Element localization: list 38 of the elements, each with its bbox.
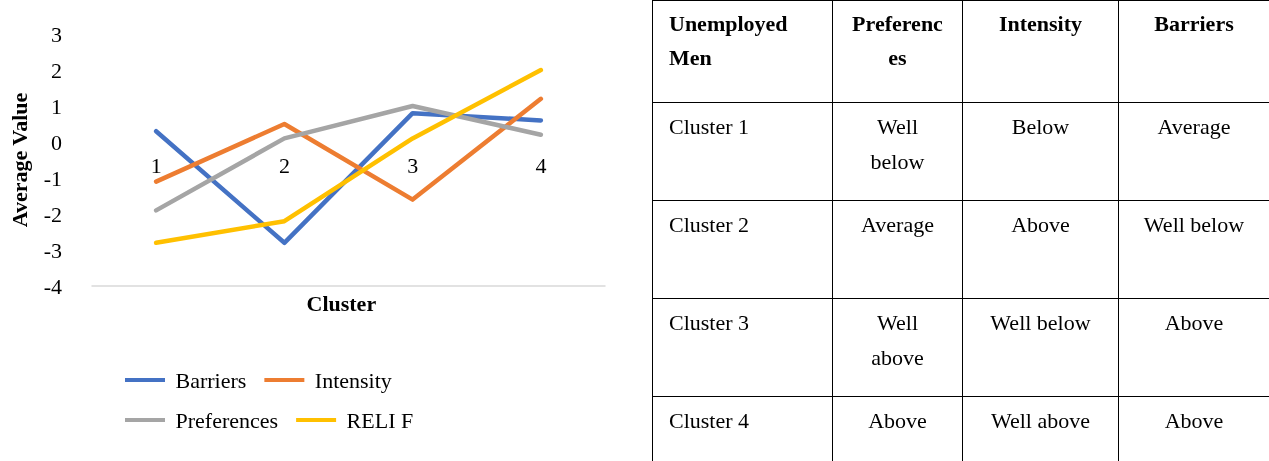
text: Above xyxy=(1011,212,1070,237)
text: Average xyxy=(861,212,934,237)
text: Well above xyxy=(871,310,924,370)
text: Below xyxy=(1011,114,1070,139)
category-label: Cluster 1 xyxy=(669,114,750,139)
legend-label: Preferences xyxy=(175,407,279,433)
category-label: Preferences xyxy=(832,0,963,103)
x-tick-label: 1 xyxy=(150,152,162,178)
text: Above xyxy=(1164,310,1224,335)
y-tick-label: 1 xyxy=(51,93,62,119)
x-axis-title: Cluster xyxy=(306,290,377,316)
y-axis-title: Average Value xyxy=(6,92,32,228)
x-tick-label: 4 xyxy=(535,152,547,178)
category-label: Cluster 3 xyxy=(669,310,750,335)
category-label: Barriers xyxy=(1118,0,1269,103)
x-tick-label: 3 xyxy=(407,152,419,178)
text: Well below xyxy=(870,114,925,174)
x-tick-label: 2 xyxy=(278,152,290,178)
text: Above xyxy=(868,408,927,433)
category-label: Cluster 2 xyxy=(669,212,750,237)
y-tick-label: -3 xyxy=(43,237,62,263)
category-label: Unemployed Men xyxy=(652,0,833,103)
text: Well below xyxy=(1143,212,1245,237)
y-tick-label: 3 xyxy=(51,21,62,47)
text: Well below xyxy=(990,310,1091,335)
text: Above xyxy=(1164,408,1224,433)
y-tick-label: 2 xyxy=(51,57,62,83)
legend-label: RELI F xyxy=(346,407,414,433)
text: Well above xyxy=(990,408,1091,433)
legend-label: Intensity xyxy=(314,367,392,393)
y-tick-label: -2 xyxy=(43,201,62,227)
legend-label: Barriers xyxy=(175,367,247,393)
category-label: Cluster 4 xyxy=(669,408,750,433)
y-tick-label: -1 xyxy=(43,165,62,191)
category-label: Intensity xyxy=(962,0,1119,103)
y-tick-label: -4 xyxy=(43,273,62,299)
y-tick-label: 0 xyxy=(51,129,62,155)
text: Average xyxy=(1157,114,1231,139)
